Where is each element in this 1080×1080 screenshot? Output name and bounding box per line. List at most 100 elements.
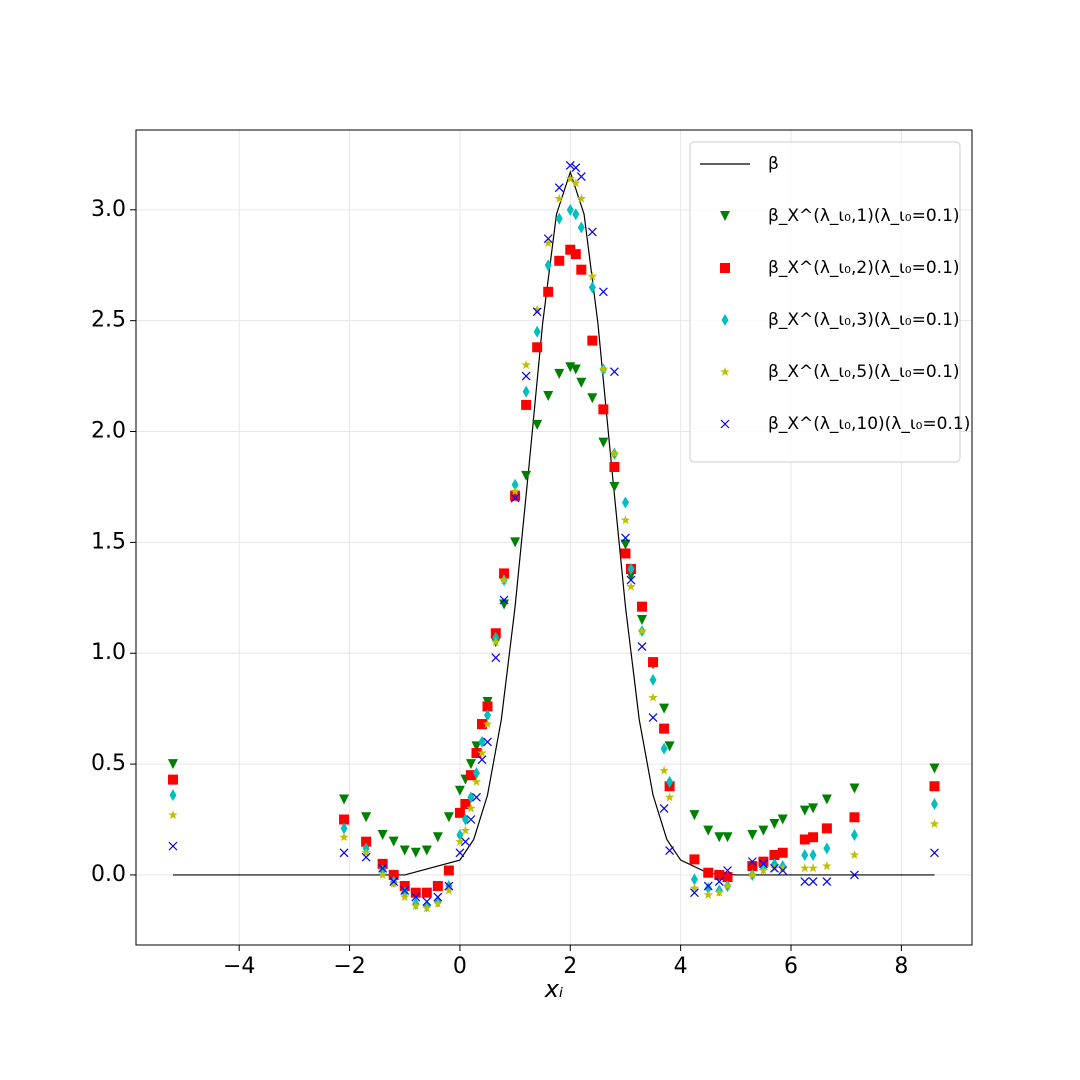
marker [361,852,371,862]
marker [587,271,598,281]
marker [637,642,647,652]
x-tick-label: 8 [894,954,908,979]
marker [443,812,454,823]
marker [491,637,501,647]
x-tick-label: −4 [223,954,255,979]
marker [703,867,714,878]
marker [648,713,658,722]
marker [850,870,859,880]
y-tick-label: 3.0 [91,197,126,222]
marker [472,766,480,779]
marker [576,193,587,203]
marker [714,877,724,887]
line [172,170,935,876]
marker [758,859,768,869]
marker [747,830,758,841]
marker [521,470,532,481]
marker [659,765,669,775]
marker [339,794,350,805]
plot-frame [135,129,973,946]
marker [544,259,552,272]
marker [532,304,542,314]
marker [822,877,832,887]
marker [703,889,713,899]
marker [432,881,443,892]
marker [454,807,465,818]
marker [637,614,648,625]
marker [809,848,817,861]
marker [477,748,487,758]
marker [532,307,542,317]
marker [410,887,421,898]
marker [433,892,443,902]
marker [361,812,372,823]
marker [929,763,940,774]
marker [689,854,700,865]
marker [471,748,482,759]
marker [849,812,860,823]
marker [577,221,585,234]
marker [690,873,698,886]
marker [747,861,758,872]
marker [720,419,730,429]
marker [598,437,609,448]
marker [465,759,476,770]
marker [598,287,608,297]
marker [808,803,819,814]
marker [770,863,779,873]
marker [648,692,658,702]
marker [388,836,399,847]
marker [637,601,648,612]
marker [587,393,598,404]
marker [484,709,492,722]
marker [821,794,832,805]
marker [714,887,725,897]
marker [649,673,657,686]
marker [543,286,554,297]
marker [460,825,471,835]
marker [808,877,818,887]
marker [609,448,620,458]
marker [339,832,349,842]
marker [461,837,470,847]
marker [521,399,532,410]
marker [769,818,780,829]
marker [399,881,410,892]
marker [747,857,757,867]
x-tick-label: 2 [563,954,577,979]
marker [555,212,563,225]
marker [472,792,481,802]
marker [571,163,581,173]
marker [543,234,553,244]
marker [576,172,586,181]
marker [808,832,819,843]
marker [339,814,350,825]
marker [399,892,410,902]
marker [377,869,388,879]
marker [566,203,574,216]
marker [801,848,809,861]
marker [533,325,541,338]
marker [389,877,399,887]
marker [664,741,675,752]
marker [850,829,858,842]
marker [722,832,733,843]
marker [929,781,940,792]
marker [704,882,712,895]
marker [510,490,521,501]
x-tick-label: 4 [674,954,688,979]
marker [491,653,501,663]
marker [454,785,465,796]
marker [522,385,530,398]
marker [598,364,609,374]
marker [565,173,576,183]
marker [621,496,629,509]
marker [659,804,669,813]
marker [455,848,465,858]
marker [664,792,675,802]
marker [455,836,465,846]
marker [621,533,630,543]
marker [723,866,732,875]
marker [400,886,410,895]
marker [778,866,788,875]
